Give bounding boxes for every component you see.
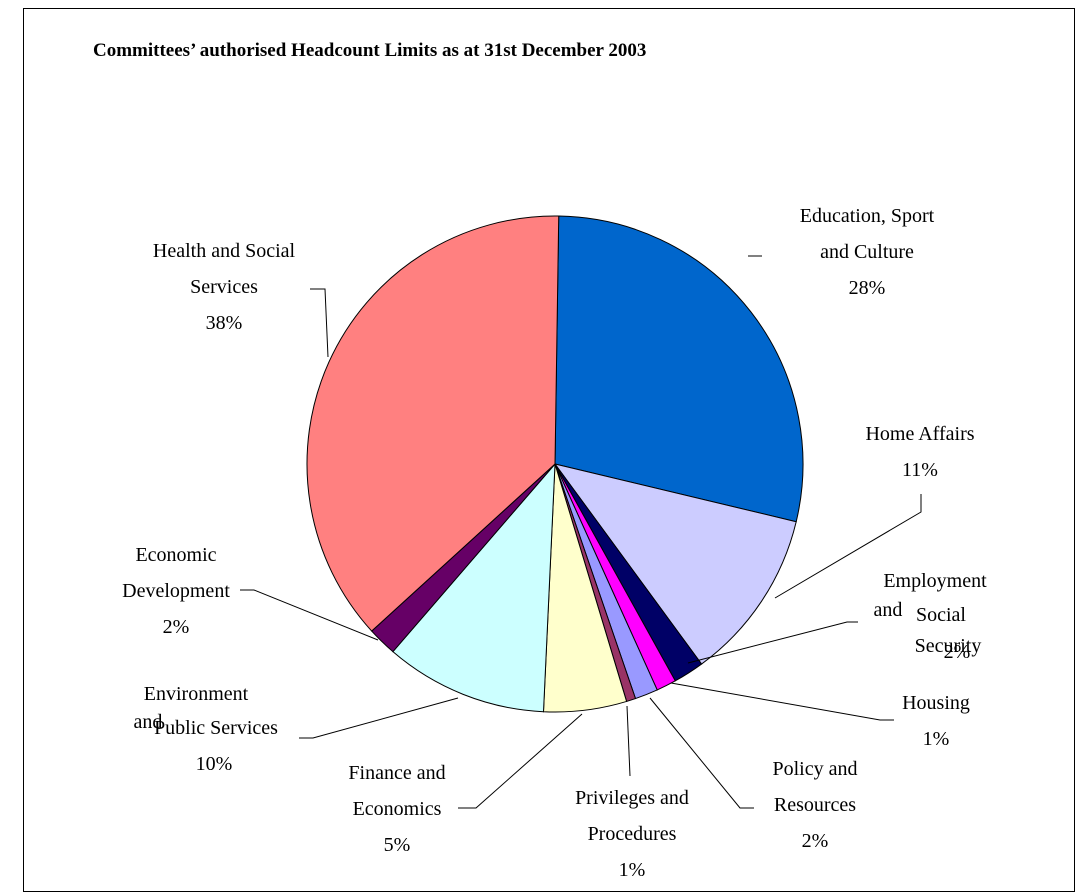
leader-line	[649, 697, 754, 809]
slice-percent-label: 2%	[163, 616, 190, 638]
slice-category-label: Policy and	[773, 758, 858, 780]
slice-category-label: and	[134, 711, 163, 733]
slice-category-label: Public Services	[154, 717, 278, 739]
slice-percent-label: 1%	[923, 728, 950, 750]
slice-category-label: Development	[122, 580, 230, 602]
slice-percent-label: 38%	[206, 312, 243, 334]
slice-percent-label: 2%	[944, 641, 971, 663]
slice-category-label: Social	[916, 604, 966, 626]
leader-line	[240, 589, 379, 641]
slice-category-label: Employment	[883, 570, 987, 592]
slice-percent-label: 11%	[902, 459, 938, 481]
slice-percent-label: 2%	[802, 830, 829, 852]
leader-line	[626, 705, 631, 777]
pie-slice	[306, 215, 560, 632]
slice-category-label: Privileges and	[575, 787, 689, 809]
slice-category-label: and Culture	[820, 241, 914, 263]
leader-line	[299, 697, 459, 739]
chart-title: Committees’ authorised Headcount Limits …	[93, 40, 647, 61]
slice-category-label: Resources	[774, 794, 856, 816]
slice-category-label: Housing	[902, 692, 970, 714]
slice-category-label: Procedures	[588, 823, 677, 845]
slice-category-label: Services	[190, 276, 258, 298]
slice-percent-label: 5%	[384, 834, 411, 856]
slice-percent-label: 1%	[619, 859, 646, 881]
slice-category-label: Economic	[135, 544, 216, 566]
slice-percent-label: 28%	[849, 277, 886, 299]
slice-category-label: Security	[915, 635, 982, 657]
slice-category-label: Finance and	[348, 762, 445, 784]
leader-line	[670, 682, 894, 721]
slice-category-label: Health and Social	[153, 240, 296, 262]
slice-category-label: and	[874, 599, 903, 621]
leader-line	[774, 494, 922, 599]
pie-slice	[392, 462, 556, 713]
slice-category-label: Environment	[144, 683, 249, 705]
slice-category-label: Home Affairs	[865, 423, 974, 445]
pie-slice	[554, 215, 804, 523]
chart-frame	[23, 8, 1075, 892]
leader-line	[458, 713, 583, 809]
leader-line	[310, 288, 329, 358]
leader-line	[687, 621, 858, 664]
slice-category-label: Economics	[353, 798, 442, 820]
slice-category-label: Education, Sport	[800, 205, 935, 227]
slice-percent-label: 10%	[196, 753, 233, 775]
